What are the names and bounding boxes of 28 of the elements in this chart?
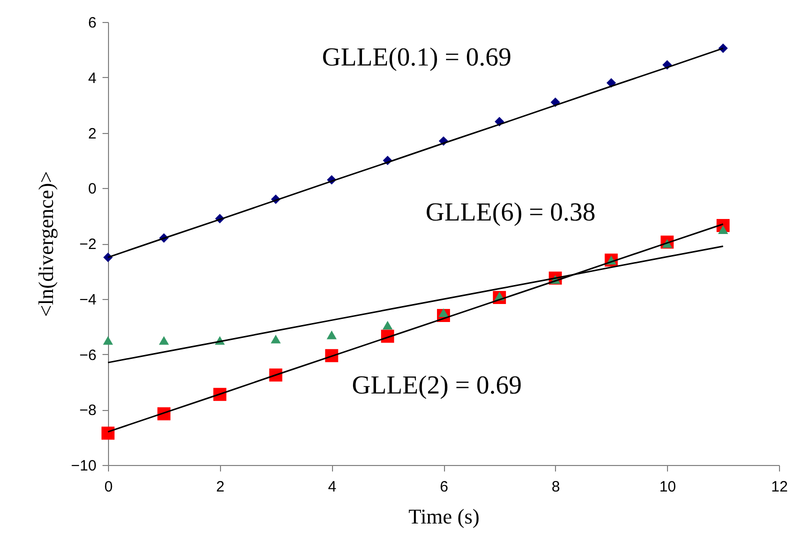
point (382, 320, 393, 330)
y-tick-label: −10 (71, 458, 96, 474)
y-axis-title: <ln(divergence)> (34, 171, 58, 317)
annotation: GLLE(6) = 0.38 (426, 197, 596, 226)
x-axis-title: Time (s) (408, 504, 480, 528)
point (158, 336, 169, 345)
y-tick-label: −4 (79, 291, 96, 308)
x-tick-label: 6 (440, 478, 448, 496)
y-tick-label: −6 (79, 346, 96, 364)
y-tick-label: 4 (88, 70, 96, 87)
y-tick-label: 2 (88, 125, 96, 142)
y-tick-label: −8 (79, 402, 96, 420)
point (326, 330, 337, 340)
y-tick-label: −2 (79, 236, 96, 253)
point (103, 336, 113, 345)
x-tick-label: 4 (328, 478, 336, 496)
point (270, 334, 281, 344)
x-tick-label: 0 (104, 478, 113, 496)
x-tick-label: 8 (552, 478, 560, 496)
x-tick-label: 12 (771, 478, 788, 496)
y-tick-label: 6 (88, 14, 96, 32)
x-tick-label: 10 (659, 478, 676, 496)
annotation: GLLE(2) = 0.69 (352, 370, 522, 400)
x-tick-label: 2 (216, 478, 225, 496)
point (606, 78, 616, 88)
y-tick-label: 0 (88, 180, 96, 198)
point (101, 426, 115, 440)
annotation: GLLE(0.1) = 0.69 (322, 42, 512, 72)
